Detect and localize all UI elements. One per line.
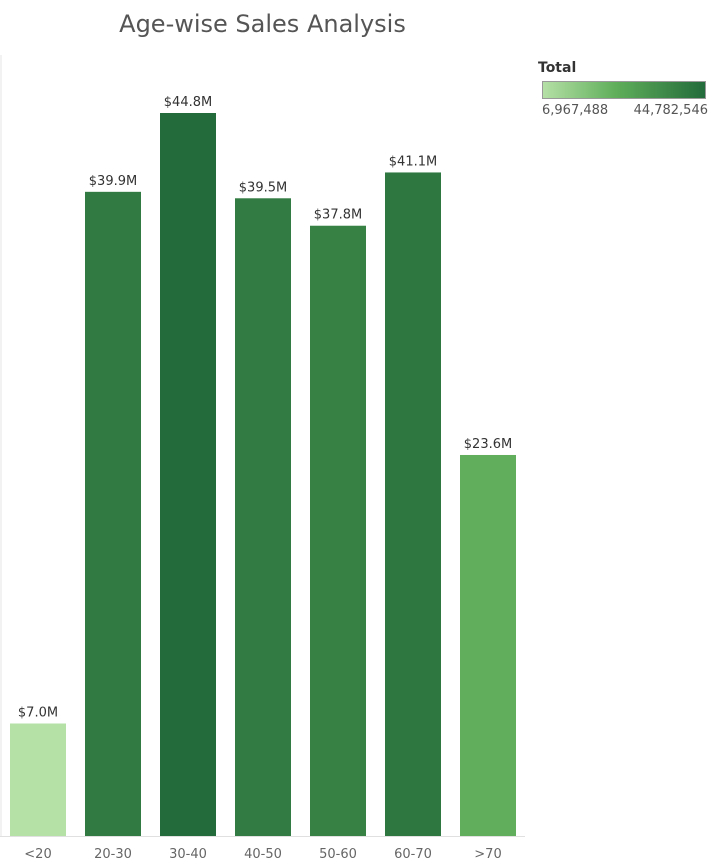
x-tick-label-1: 20-30 <box>94 847 132 862</box>
bar-4[interactable] <box>310 225 366 837</box>
bar-0[interactable] <box>10 723 66 836</box>
bar-value-label-1: $39.9M <box>89 174 137 189</box>
chart-title: Age-wise Sales Analysis <box>119 10 406 38</box>
x-tick-label-3: 40-50 <box>244 847 282 862</box>
x-tick-label-2: 30-40 <box>169 847 207 862</box>
x-tick-label-6: >70 <box>474 847 501 862</box>
x-tick-label-4: 50-60 <box>319 847 357 862</box>
bar-value-label-0: $7.0M <box>18 706 58 721</box>
bar-3[interactable] <box>235 198 291 836</box>
bar-value-label-2: $44.8M <box>164 95 212 110</box>
legend-labels: 6,967,488 44,782,546 <box>542 103 708 118</box>
legend-color-ramp <box>542 81 706 99</box>
bar-value-label-5: $41.1M <box>389 154 437 169</box>
bar-6[interactable] <box>460 454 516 836</box>
bar-1[interactable] <box>85 191 141 837</box>
legend-max-label: 44,782,546 <box>633 103 708 118</box>
color-legend: Total 6,967,488 44,782,546 <box>538 60 710 118</box>
bar-value-label-3: $39.5M <box>239 180 287 195</box>
bar-5[interactable] <box>385 172 441 836</box>
legend-title: Total <box>538 60 577 76</box>
x-tick-label-0: <20 <box>24 847 51 862</box>
x-tick-label-5: 60-70 <box>394 847 432 862</box>
bar-value-label-4: $37.8M <box>314 208 362 223</box>
bar-2[interactable] <box>160 113 216 836</box>
legend-min-label: 6,967,488 <box>542 103 609 118</box>
bar-value-label-6: $23.6M <box>464 437 512 452</box>
